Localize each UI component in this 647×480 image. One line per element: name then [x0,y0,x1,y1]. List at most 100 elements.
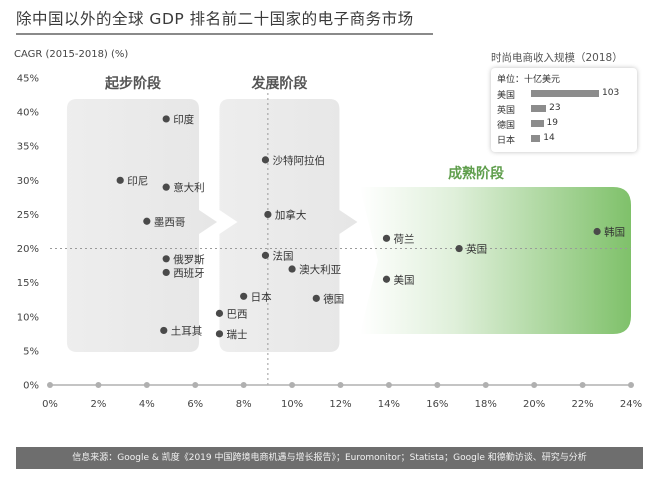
data-point: 墨西哥 [143,216,185,228]
point-label: 印尼 [127,175,148,187]
inset-title: 时尚电商收入规模（2018） [491,52,623,64]
point-label: 德国 [323,292,344,305]
x-tick-mark [385,382,392,388]
y-axis-label: CAGR (2015-2018) (%) [14,49,128,60]
inset-row-label: 日本 [497,136,516,146]
x-tick-label: 22% [571,399,593,410]
x-tick-mark [482,382,489,388]
point-marker [455,244,463,253]
x-tick-label: 8% [236,399,252,410]
x-tick-label: 2% [90,399,106,410]
point-marker [264,210,272,219]
inset-row-value: 14 [543,133,555,143]
point-marker [261,251,270,259]
point-label: 美国 [393,273,414,286]
point-marker [143,217,151,225]
point-marker [240,292,248,300]
data-point: 法国 [261,249,293,262]
point-label: 法国 [272,249,293,262]
x-tick-mark [192,382,199,388]
inset-box: 单位：十亿美元 美国 103 英国 23 德国 19 日本 14 [491,68,637,152]
point-marker [382,275,391,283]
data-point: 意大利 [162,181,205,194]
data-point: 印度 [162,113,195,126]
y-tick-label: 20% [17,244,39,255]
y-tick-label: 10% [17,312,39,323]
point-label: 沙特阿拉伯 [272,154,325,167]
x-tick-label: 24% [620,399,642,410]
y-tick-label: 40% [17,108,39,119]
inset-bar [531,105,547,112]
stage-region-2 [219,99,358,352]
point-marker [382,234,391,242]
x-tick-label: 14% [378,399,400,410]
point-label: 印度 [173,113,194,126]
data-point: 德国 [312,292,344,305]
point-label: 日本 [251,290,272,303]
x-tick-mark [289,382,296,388]
x-tick-mark [628,382,634,388]
data-point: 澳大利亚 [288,263,342,276]
data-point: 俄罗斯 [162,253,205,266]
point-marker [116,176,124,184]
data-point: 韩国 [593,226,625,239]
x-tick-mark [95,382,102,388]
y-tick-label: 45% [17,74,39,85]
point-label: 澳大利亚 [299,263,341,276]
point-marker [160,326,168,335]
point-marker [162,268,170,277]
y-tick-label: 15% [17,278,39,289]
x-tick-mark [579,382,586,388]
point-label: 瑞士 [226,328,247,341]
data-point: 沙特阿拉伯 [261,154,325,167]
point-label: 加拿大 [275,208,307,221]
page-title: 除中国以外的全球 GDP 排名前二十国家的电子商务市场 [16,10,414,28]
x-tick-mark [240,382,247,388]
y-tick-label: 30% [17,176,39,187]
y-tick-label: 25% [17,210,39,221]
point-label: 英国 [466,243,487,256]
point-marker [162,255,170,263]
point-marker [312,294,320,302]
data-point: 英国 [455,243,487,256]
point-label: 西班牙 [173,267,205,279]
point-marker [261,156,270,164]
x-tick-label: 18% [475,399,497,410]
point-label: 墨西哥 [154,216,186,228]
stage-region-3 [359,187,631,334]
x-tick-mark [434,382,441,388]
x-tick-label: 16% [426,399,448,410]
inset-row-label: 美国 [497,91,516,101]
inset-row-label: 英国 [497,106,516,116]
point-marker [162,183,170,191]
stage-label-2: 发展阶段 [250,75,307,92]
y-tick-label: 35% [17,142,39,153]
stage-label-3: 成熟阶段 [448,165,504,182]
data-point: 土耳其 [160,324,202,337]
point-marker [593,227,601,236]
data-point: 瑞士 [215,328,247,341]
inset-unit: 单位：十亿美元 [497,75,561,85]
data-point: 西班牙 [162,267,205,279]
y-tick-label: 0% [23,381,39,392]
x-tick-label: 0% [42,399,58,410]
point-marker [288,265,296,273]
point-label: 俄罗斯 [173,253,205,266]
title-divider [16,33,433,35]
point-marker [162,115,170,123]
data-point: 荷兰 [382,232,414,245]
point-label: 巴西 [226,308,247,320]
inset-row-value: 19 [546,118,558,128]
point-label: 荷兰 [393,232,414,245]
x-tick-mark [47,382,53,388]
x-tick-mark [143,382,150,388]
point-marker [215,330,224,338]
inset-bar [531,90,599,97]
x-tick-label: 10% [281,399,303,410]
inset-bar [531,120,544,127]
fashion-ecommerce-inset: 时尚电商收入规模（2018） 单位：十亿美元 美国 103 英国 23 德国 19 日本 14 [491,50,639,152]
x-tick-label: 4% [139,399,155,410]
data-point: 加拿大 [264,208,307,221]
data-point: 日本 [240,290,272,303]
